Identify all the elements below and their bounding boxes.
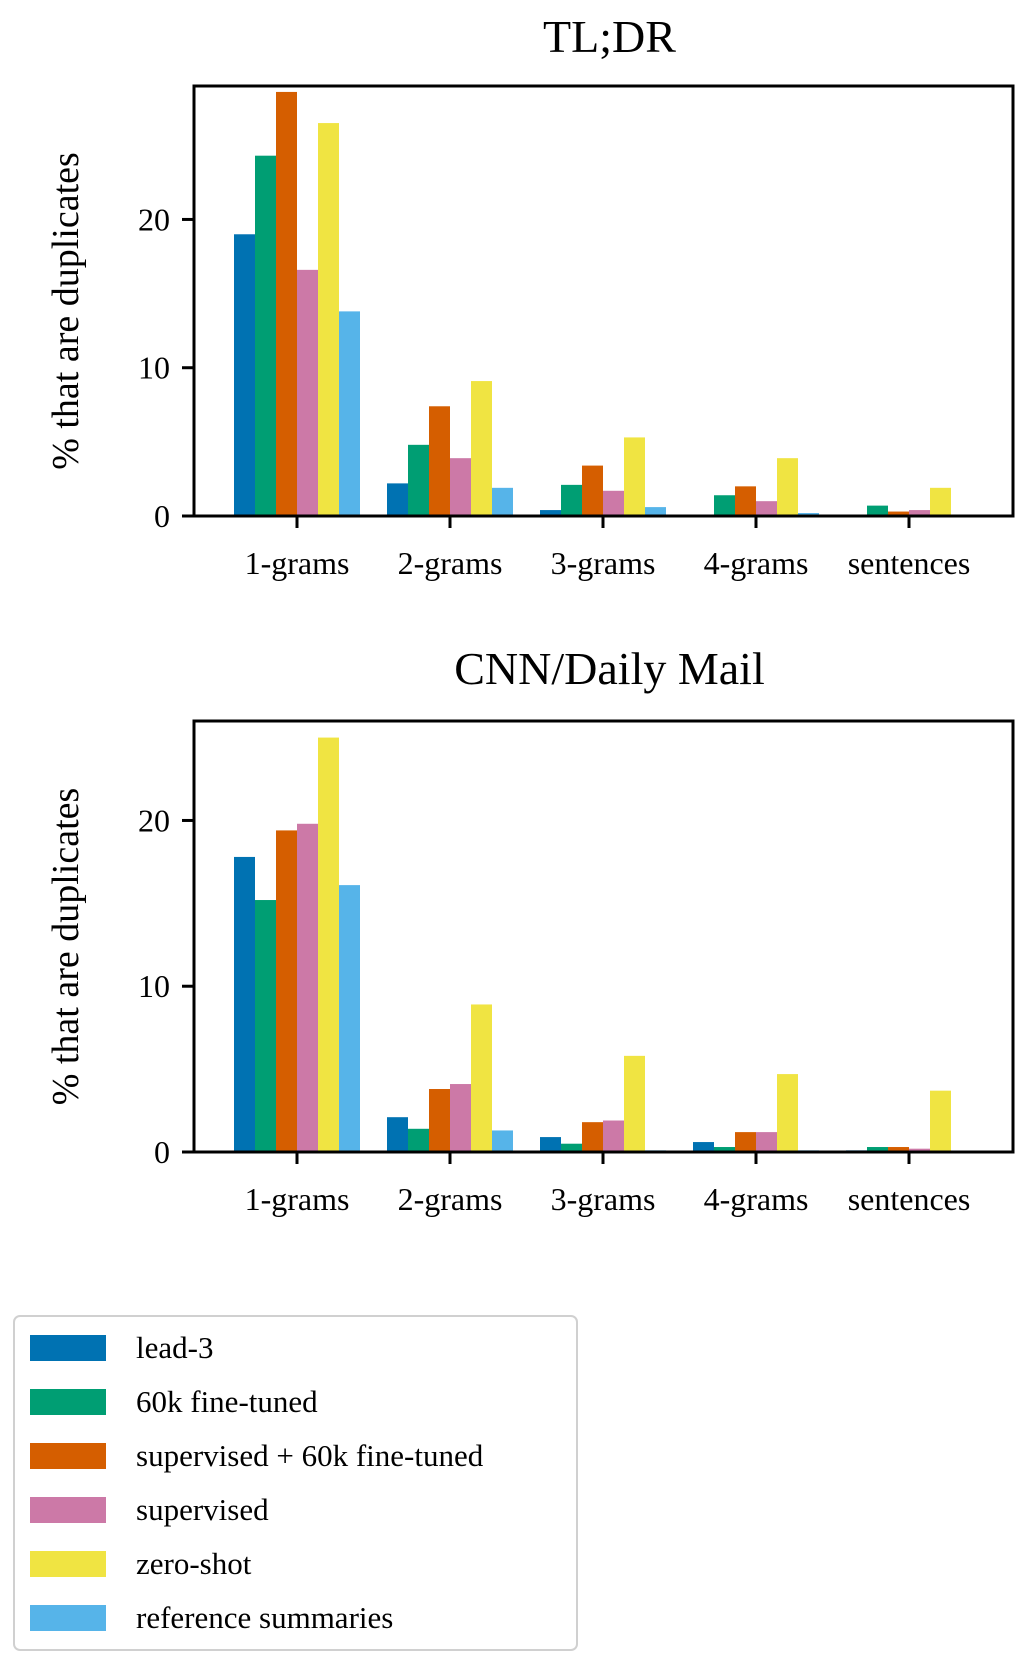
legend-swatch <box>30 1551 106 1577</box>
x-tick-label: 1-grams <box>245 545 350 581</box>
legend-box <box>13 1315 578 1651</box>
x-tick-label: 2-grams <box>398 545 503 581</box>
legend-swatch <box>30 1443 106 1469</box>
bar-supervised-60k-fine-tuned-4-grams <box>735 1132 756 1152</box>
bar-reference-summaries-2-grams <box>492 1130 513 1152</box>
bar-supervised-60k-fine-tuned-1-grams <box>276 91 297 517</box>
bar-lead-3-1-grams <box>234 234 255 516</box>
bar-supervised-3-grams <box>603 1120 624 1152</box>
y-tick-label: 20 <box>138 802 170 838</box>
bar-zero-shot-4-grams <box>777 1074 798 1152</box>
bar-zero-shot-1-grams <box>318 737 339 1152</box>
bar-reference-summaries-2-grams <box>492 487 513 516</box>
bar-zero-shot-2-grams <box>471 1004 492 1152</box>
bar-supervised-3-grams <box>603 490 624 516</box>
bar-supervised-2-grams <box>450 458 471 516</box>
legend-swatch <box>30 1605 106 1631</box>
legend: lead-3 60k fine-tuned supervised + 60k fin… <box>13 1315 578 1651</box>
bar-reference-summaries-1-grams <box>339 311 360 516</box>
bar-zero-shot-3-grams <box>624 1055 645 1152</box>
bar-supervised-60k-fine-tuned-3-grams <box>582 465 603 516</box>
legend-label: lead-3 <box>136 1330 213 1365</box>
legend-label: supervised <box>136 1492 269 1527</box>
bar-60k-fine-tuned-sentences <box>867 505 888 516</box>
bar-zero-shot-2-grams <box>471 381 492 516</box>
bar-lead-3-2-grams <box>387 483 408 516</box>
x-tick-label: sentences <box>848 1181 971 1217</box>
bar-supervised-1-grams <box>297 823 318 1152</box>
bar-60k-fine-tuned-4-grams <box>714 495 735 516</box>
bar-lead-3-3-grams <box>540 510 561 516</box>
bar-supervised-2-grams <box>450 1084 471 1152</box>
x-tick-label: 3-grams <box>551 545 656 581</box>
y-tick-label: 0 <box>154 498 170 534</box>
bar-reference-summaries-1-grams <box>339 885 360 1152</box>
bar-supervised-60k-fine-tuned-1-grams <box>276 830 297 1152</box>
bar-supervised-sentences <box>909 1148 930 1152</box>
legend-label: 60k fine-tuned <box>136 1384 318 1419</box>
bar-60k-fine-tuned-4-grams <box>714 1147 735 1152</box>
y-axis-label: % that are duplicates <box>45 152 87 470</box>
bar-supervised-4-grams <box>756 1132 777 1152</box>
legend-swatch <box>30 1497 106 1523</box>
x-tick-label: 3-grams <box>551 1181 656 1217</box>
chart-title: TL;DR <box>543 11 676 62</box>
bar-60k-fine-tuned-1-grams <box>255 155 276 517</box>
x-tick-label: 4-grams <box>704 545 809 581</box>
chart-panel-1: TL;DR % that are duplicates 0 10 20 1-grams 2-… <box>45 11 1015 581</box>
bar-supervised-60k-fine-tuned-2-grams <box>429 1089 450 1152</box>
bar-supervised-60k-fine-tuned-2-grams <box>429 406 450 516</box>
y-tick-label: 20 <box>138 201 170 237</box>
bar-supervised-60k-fine-tuned-4-grams <box>735 486 756 516</box>
y-tick-label: 10 <box>138 968 170 1004</box>
bar-lead-3-1-grams <box>234 856 255 1152</box>
bar-60k-fine-tuned-3-grams <box>561 1143 582 1152</box>
bar-supervised-sentences <box>909 510 930 516</box>
legend-label: supervised + 60k fine-tuned <box>136 1438 484 1473</box>
bar-zero-shot-1-grams <box>318 123 339 516</box>
legend-label: reference summaries <box>136 1600 393 1635</box>
bar-supervised-1-grams <box>297 269 318 516</box>
y-tick-label: 10 <box>138 350 170 386</box>
chart-panel-2: CNN/Daily Mail % that are duplicates 0 10 20… <box>45 643 1015 1217</box>
y-axis-label: % that are duplicates <box>45 788 87 1106</box>
x-tick-label: 2-grams <box>398 1181 503 1217</box>
bar-supervised-60k-fine-tuned-sentences <box>888 511 909 516</box>
bar-zero-shot-4-grams <box>777 458 798 516</box>
bar-60k-fine-tuned-3-grams <box>561 484 582 516</box>
bar-supervised-60k-fine-tuned-3-grams <box>582 1122 603 1152</box>
x-tick-label: 4-grams <box>704 1181 809 1217</box>
chart-title: CNN/Daily Mail <box>454 643 764 694</box>
bar-60k-fine-tuned-1-grams <box>255 900 276 1152</box>
bar-zero-shot-3-grams <box>624 437 645 516</box>
bar-supervised-4-grams <box>756 501 777 516</box>
y-tick-label: 0 <box>154 1134 170 1170</box>
legend-swatch <box>30 1335 106 1361</box>
bar-zero-shot-sentences <box>930 487 951 516</box>
bar-60k-fine-tuned-2-grams <box>408 1128 429 1152</box>
bar-60k-fine-tuned-sentences <box>867 1147 888 1152</box>
bar-supervised-60k-fine-tuned-sentences <box>888 1147 909 1152</box>
bar-reference-summaries-3-grams <box>645 507 666 516</box>
x-tick-label: 1-grams <box>245 1181 350 1217</box>
legend-swatch <box>30 1389 106 1415</box>
bar-lead-3-2-grams <box>387 1117 408 1152</box>
legend-label: zero-shot <box>136 1546 252 1581</box>
bar-lead-3-3-grams <box>540 1137 561 1152</box>
bar-lead-3-4-grams <box>693 1142 714 1152</box>
bar-zero-shot-sentences <box>930 1090 951 1152</box>
bar-60k-fine-tuned-2-grams <box>408 444 429 516</box>
x-tick-label: sentences <box>848 545 971 581</box>
